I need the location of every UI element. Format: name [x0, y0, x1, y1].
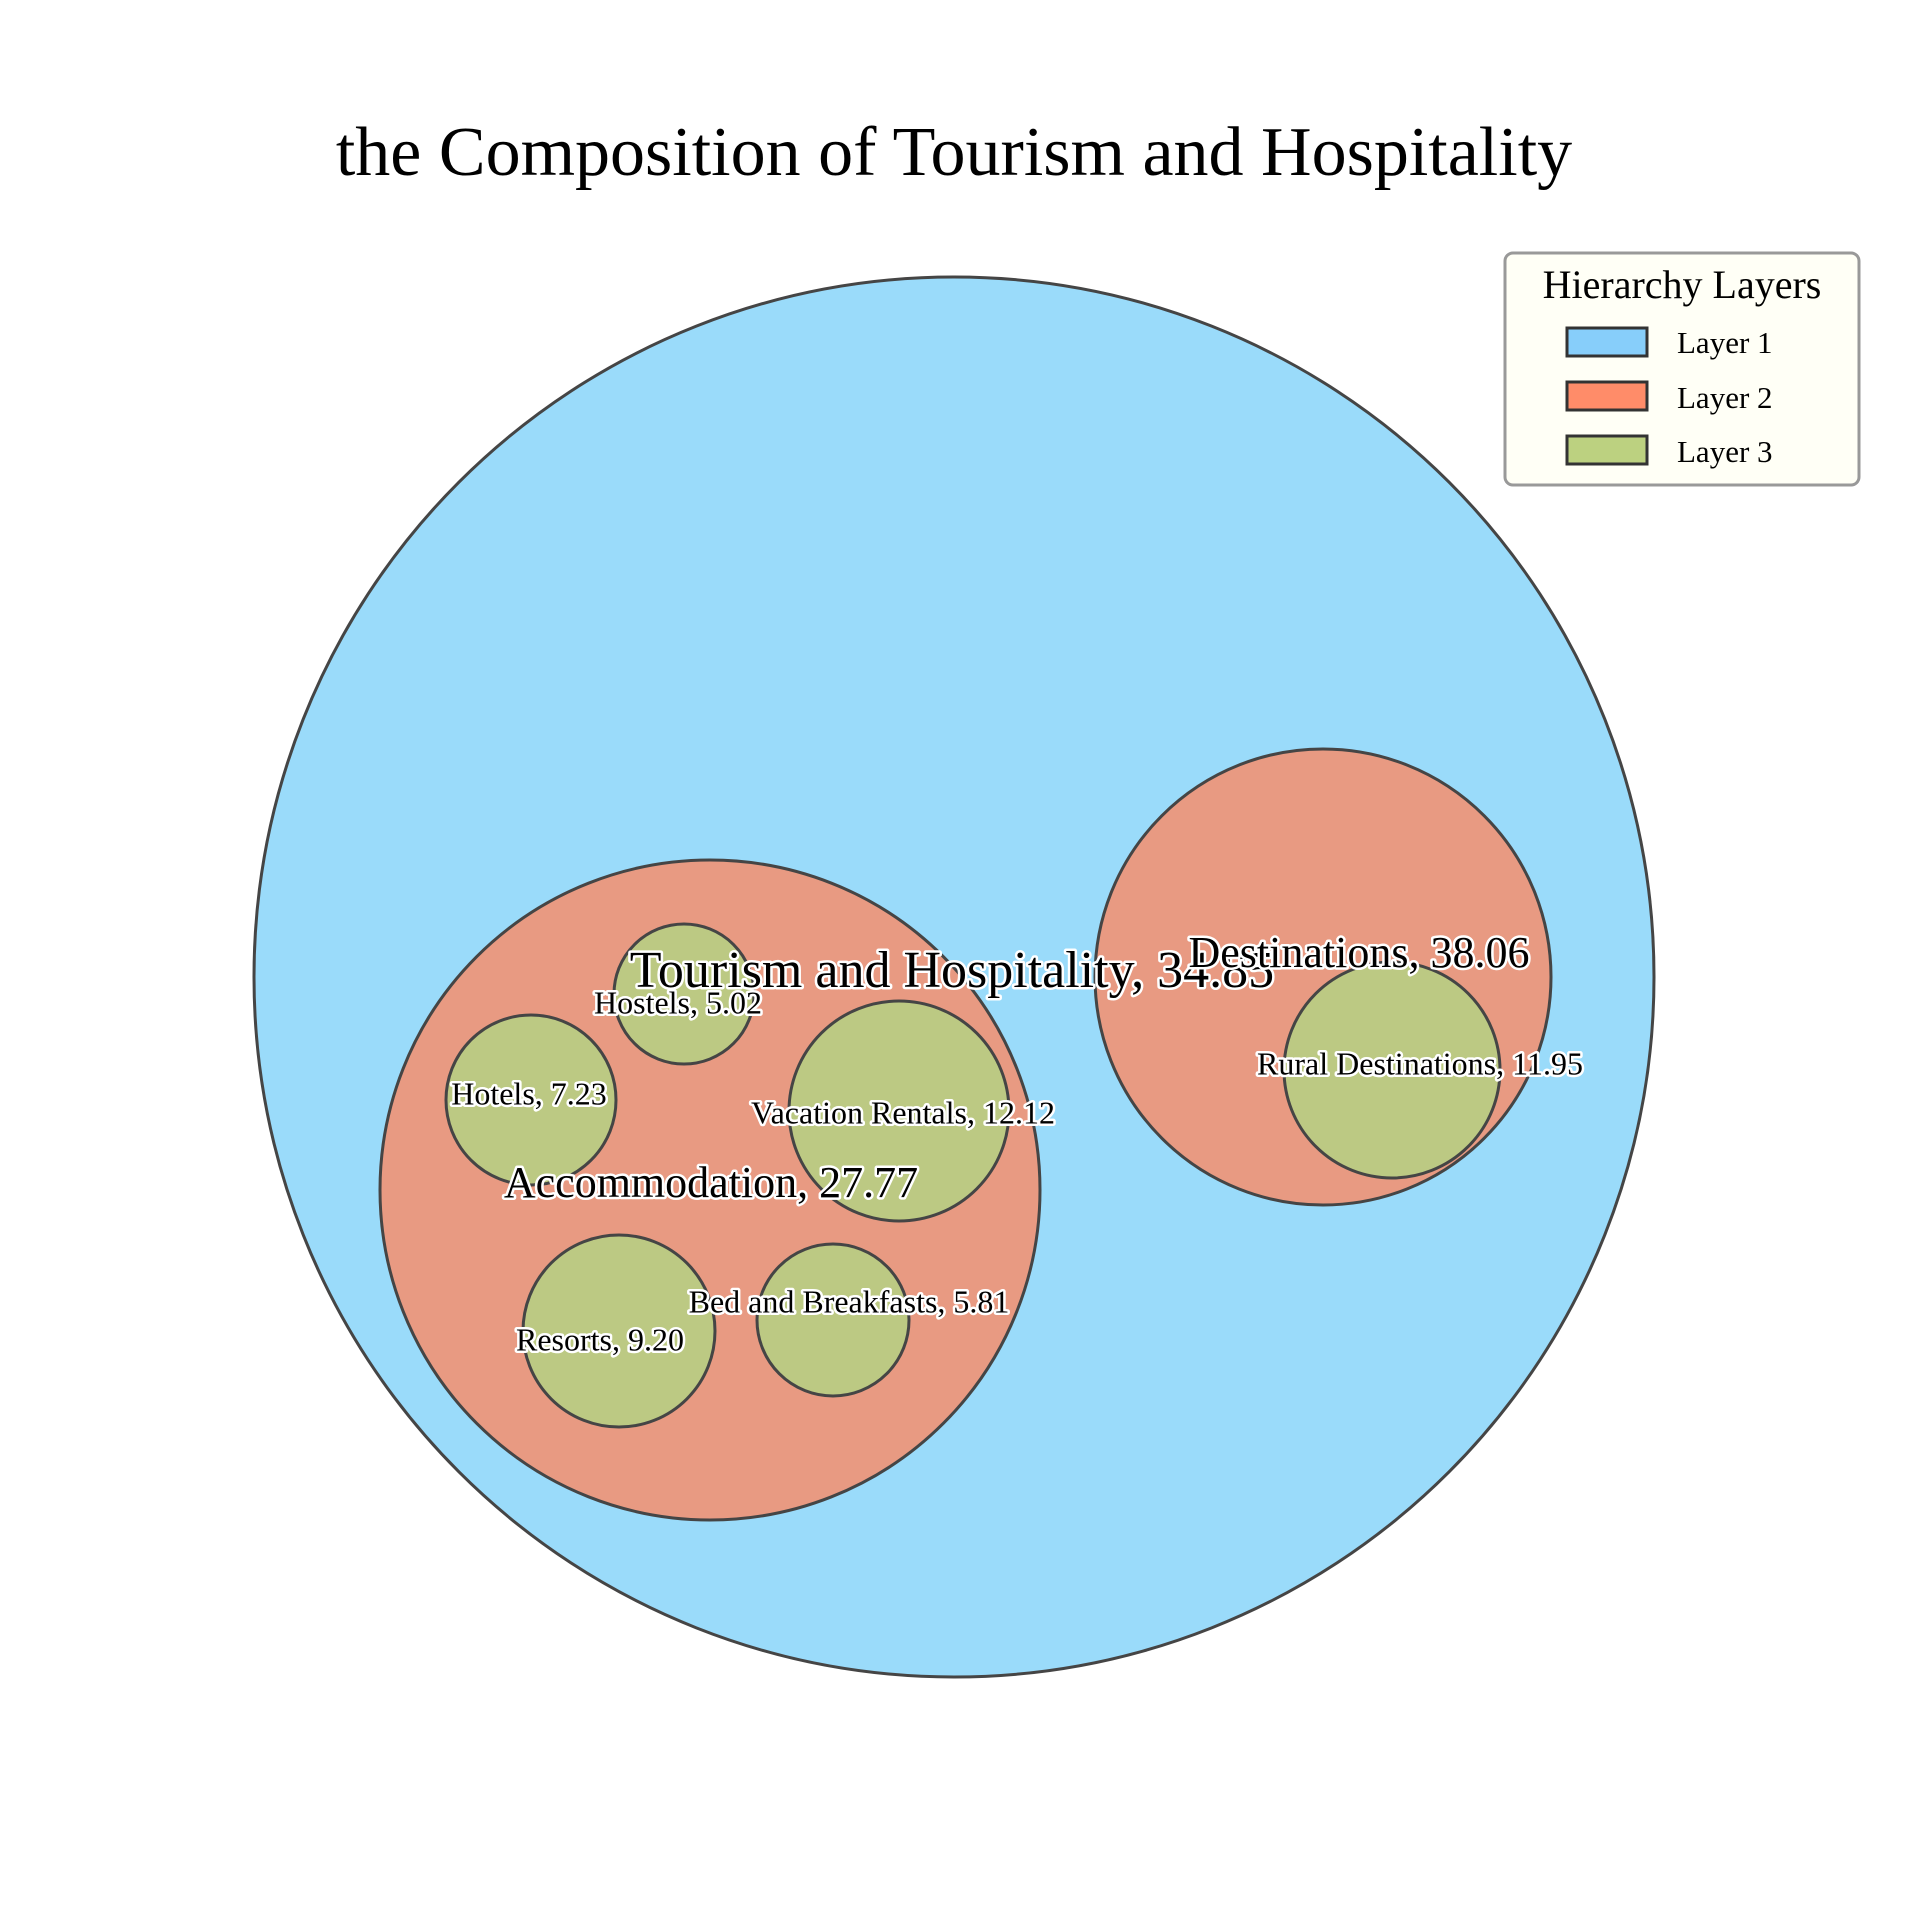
bubble-label-accommodation: Accommodation, 27.77 — [504, 1158, 918, 1207]
legend: Hierarchy Layers Layer 1 Layer 2 Layer 3 — [1503, 251, 1861, 487]
legend-label-layer-1: Layer 1 — [1677, 325, 1773, 360]
legend-label-layer-3: Layer 3 — [1677, 434, 1773, 469]
legend-swatch-layer-2 — [1565, 380, 1649, 412]
legend-entry-layer-3: Layer 3 — [1565, 434, 1773, 469]
chart-title: the Composition of Tourism and Hospitali… — [336, 114, 1572, 191]
bubble-hostels — [612, 922, 756, 1066]
legend-entry-layer-1: Layer 1 — [1565, 325, 1773, 360]
legend-swatch-layer-1 — [1565, 326, 1649, 358]
legend-frame — [1503, 251, 1861, 487]
bubble-resorts — [521, 1233, 717, 1429]
bubble-label-destinations: Destinations, 38.06 — [1189, 928, 1530, 977]
labels-group: Tourism and Hospitality, 34.85 Accommodat… — [449, 926, 1586, 1360]
legend-title: Hierarchy Layers — [1543, 262, 1822, 307]
legend-swatch-layer-3 — [1565, 434, 1649, 466]
bubble-label-rural-destinations: Rural Destinations, 11.95 — [1257, 1045, 1583, 1081]
bubble-bed-and-breakfasts — [755, 1242, 911, 1398]
bubble-label-hotels: Hotels, 7.23 — [451, 1075, 607, 1111]
bubble-label-resorts: Resorts, 9.20 — [516, 1321, 684, 1357]
legend-entry-layer-2: Layer 2 — [1565, 380, 1773, 415]
bubbles-group — [252, 275, 1656, 1679]
bubble-label-tourism-and-hospitality: Tourism and Hospitality, 34.85 — [630, 942, 1274, 999]
bubble-rural-destinations — [1282, 960, 1502, 1180]
bubble-label-hostels: Hostels, 5.02 — [594, 984, 762, 1020]
bubble-vacation-rentals — [787, 999, 1011, 1223]
bubble-label-vacation-rentals: Vacation Rentals, 12.12 — [751, 1094, 1055, 1130]
bubble-label-bed-and-breakfasts: Bed and Breakfasts, 5.81 — [689, 1283, 1010, 1319]
bubble-hotels — [444, 1013, 618, 1187]
legend-label-layer-2: Layer 2 — [1677, 380, 1773, 415]
